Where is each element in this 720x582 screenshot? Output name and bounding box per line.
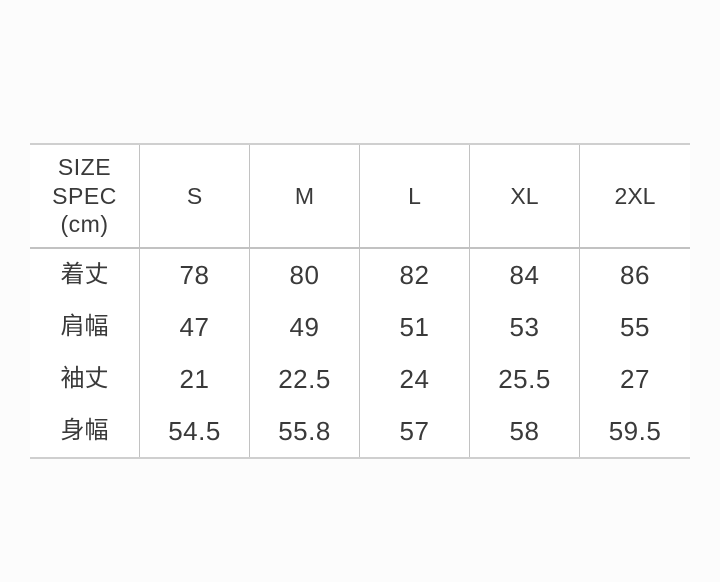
value-shoulder-width-s: 47 <box>140 301 250 353</box>
value-sleeve-length-2xl: 27 <box>620 363 650 394</box>
size-spec-unit-header: SIZE SPEC (cm) <box>30 145 140 249</box>
value-body-width-m: 55.8 <box>250 405 360 457</box>
value-body-length-2xl: 86 <box>620 259 650 290</box>
value-body-length-s: 78 <box>140 249 250 301</box>
value-shoulder-width-2xl: 55 <box>620 311 650 342</box>
value-body-length-m: 80 <box>250 249 360 301</box>
size-spec-table: SIZE SPEC (cm) S M L XL 2XL 着丈 78 80 82 … <box>30 143 690 459</box>
value-body-length-l: 82 <box>360 249 470 301</box>
row-label-body-width: 身幅 <box>30 405 140 457</box>
column-header-2xl: 2XL <box>580 145 690 249</box>
value-shoulder-width-xl: 53 <box>470 301 580 353</box>
value-shoulder-width-l: 51 <box>360 301 470 353</box>
row-label-shoulder-width: 肩幅 <box>30 301 140 353</box>
value-shoulder-width-m: 49 <box>250 301 360 353</box>
column-header-xl: XL <box>470 145 580 249</box>
column-header-m: M <box>250 145 360 249</box>
column-header-l: L <box>360 145 470 249</box>
value-body-width-s: 54.5 <box>140 405 250 457</box>
value-sleeve-length-m: 22.5 <box>250 353 360 405</box>
value-body-width-2xl: 59.5 <box>608 415 662 446</box>
row-label-body-length: 着丈 <box>30 249 140 301</box>
value-body-width-l: 57 <box>360 405 470 457</box>
value-body-length-xl: 84 <box>470 249 580 301</box>
value-body-width-xl: 58 <box>470 405 580 457</box>
row-label-sleeve-length: 袖丈 <box>30 353 140 405</box>
value-sleeve-length-l: 24 <box>360 353 470 405</box>
value-sleeve-length-xl: 25.5 <box>470 353 580 405</box>
column-header-s: S <box>140 145 250 249</box>
value-sleeve-length-s: 21 <box>140 353 250 405</box>
